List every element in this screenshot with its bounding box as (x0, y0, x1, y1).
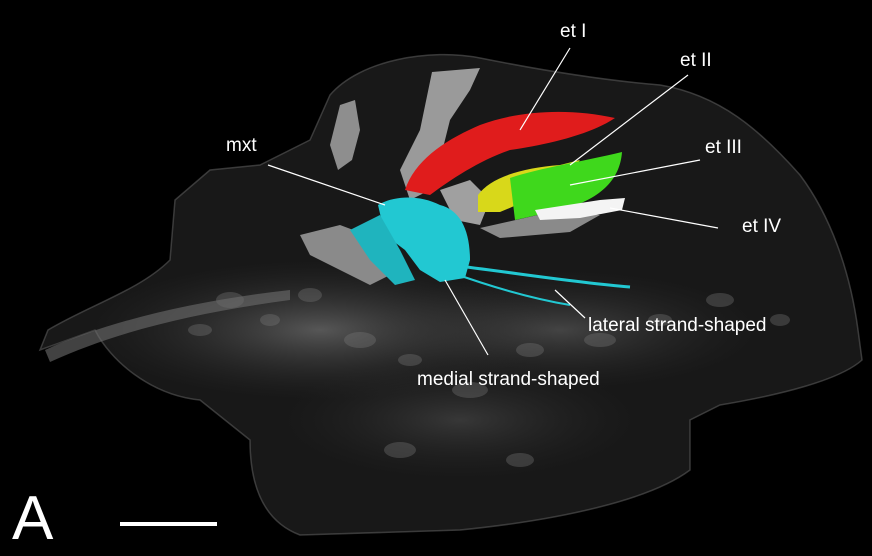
label-et4: et IV (742, 216, 782, 237)
label-et1: et I (560, 21, 587, 42)
label-et2: et II (680, 50, 712, 71)
label-lateral-strand: lateral strand-shaped (588, 315, 767, 336)
bone-texture (188, 288, 790, 467)
et3-turbinal (510, 152, 622, 220)
leader-lines (267, 47, 719, 356)
label-mxt: mxt (226, 135, 257, 156)
strand-shaped-cyan (449, 263, 631, 289)
et1-turbinal (405, 111, 615, 195)
scale-bar (120, 522, 217, 526)
mxt-turbinal (378, 197, 470, 282)
label-medial-strand: medial strand-shaped (417, 369, 600, 390)
panel-letter: A (12, 484, 54, 553)
et4-turbinal (535, 198, 625, 220)
label-et3: et III (705, 137, 742, 158)
